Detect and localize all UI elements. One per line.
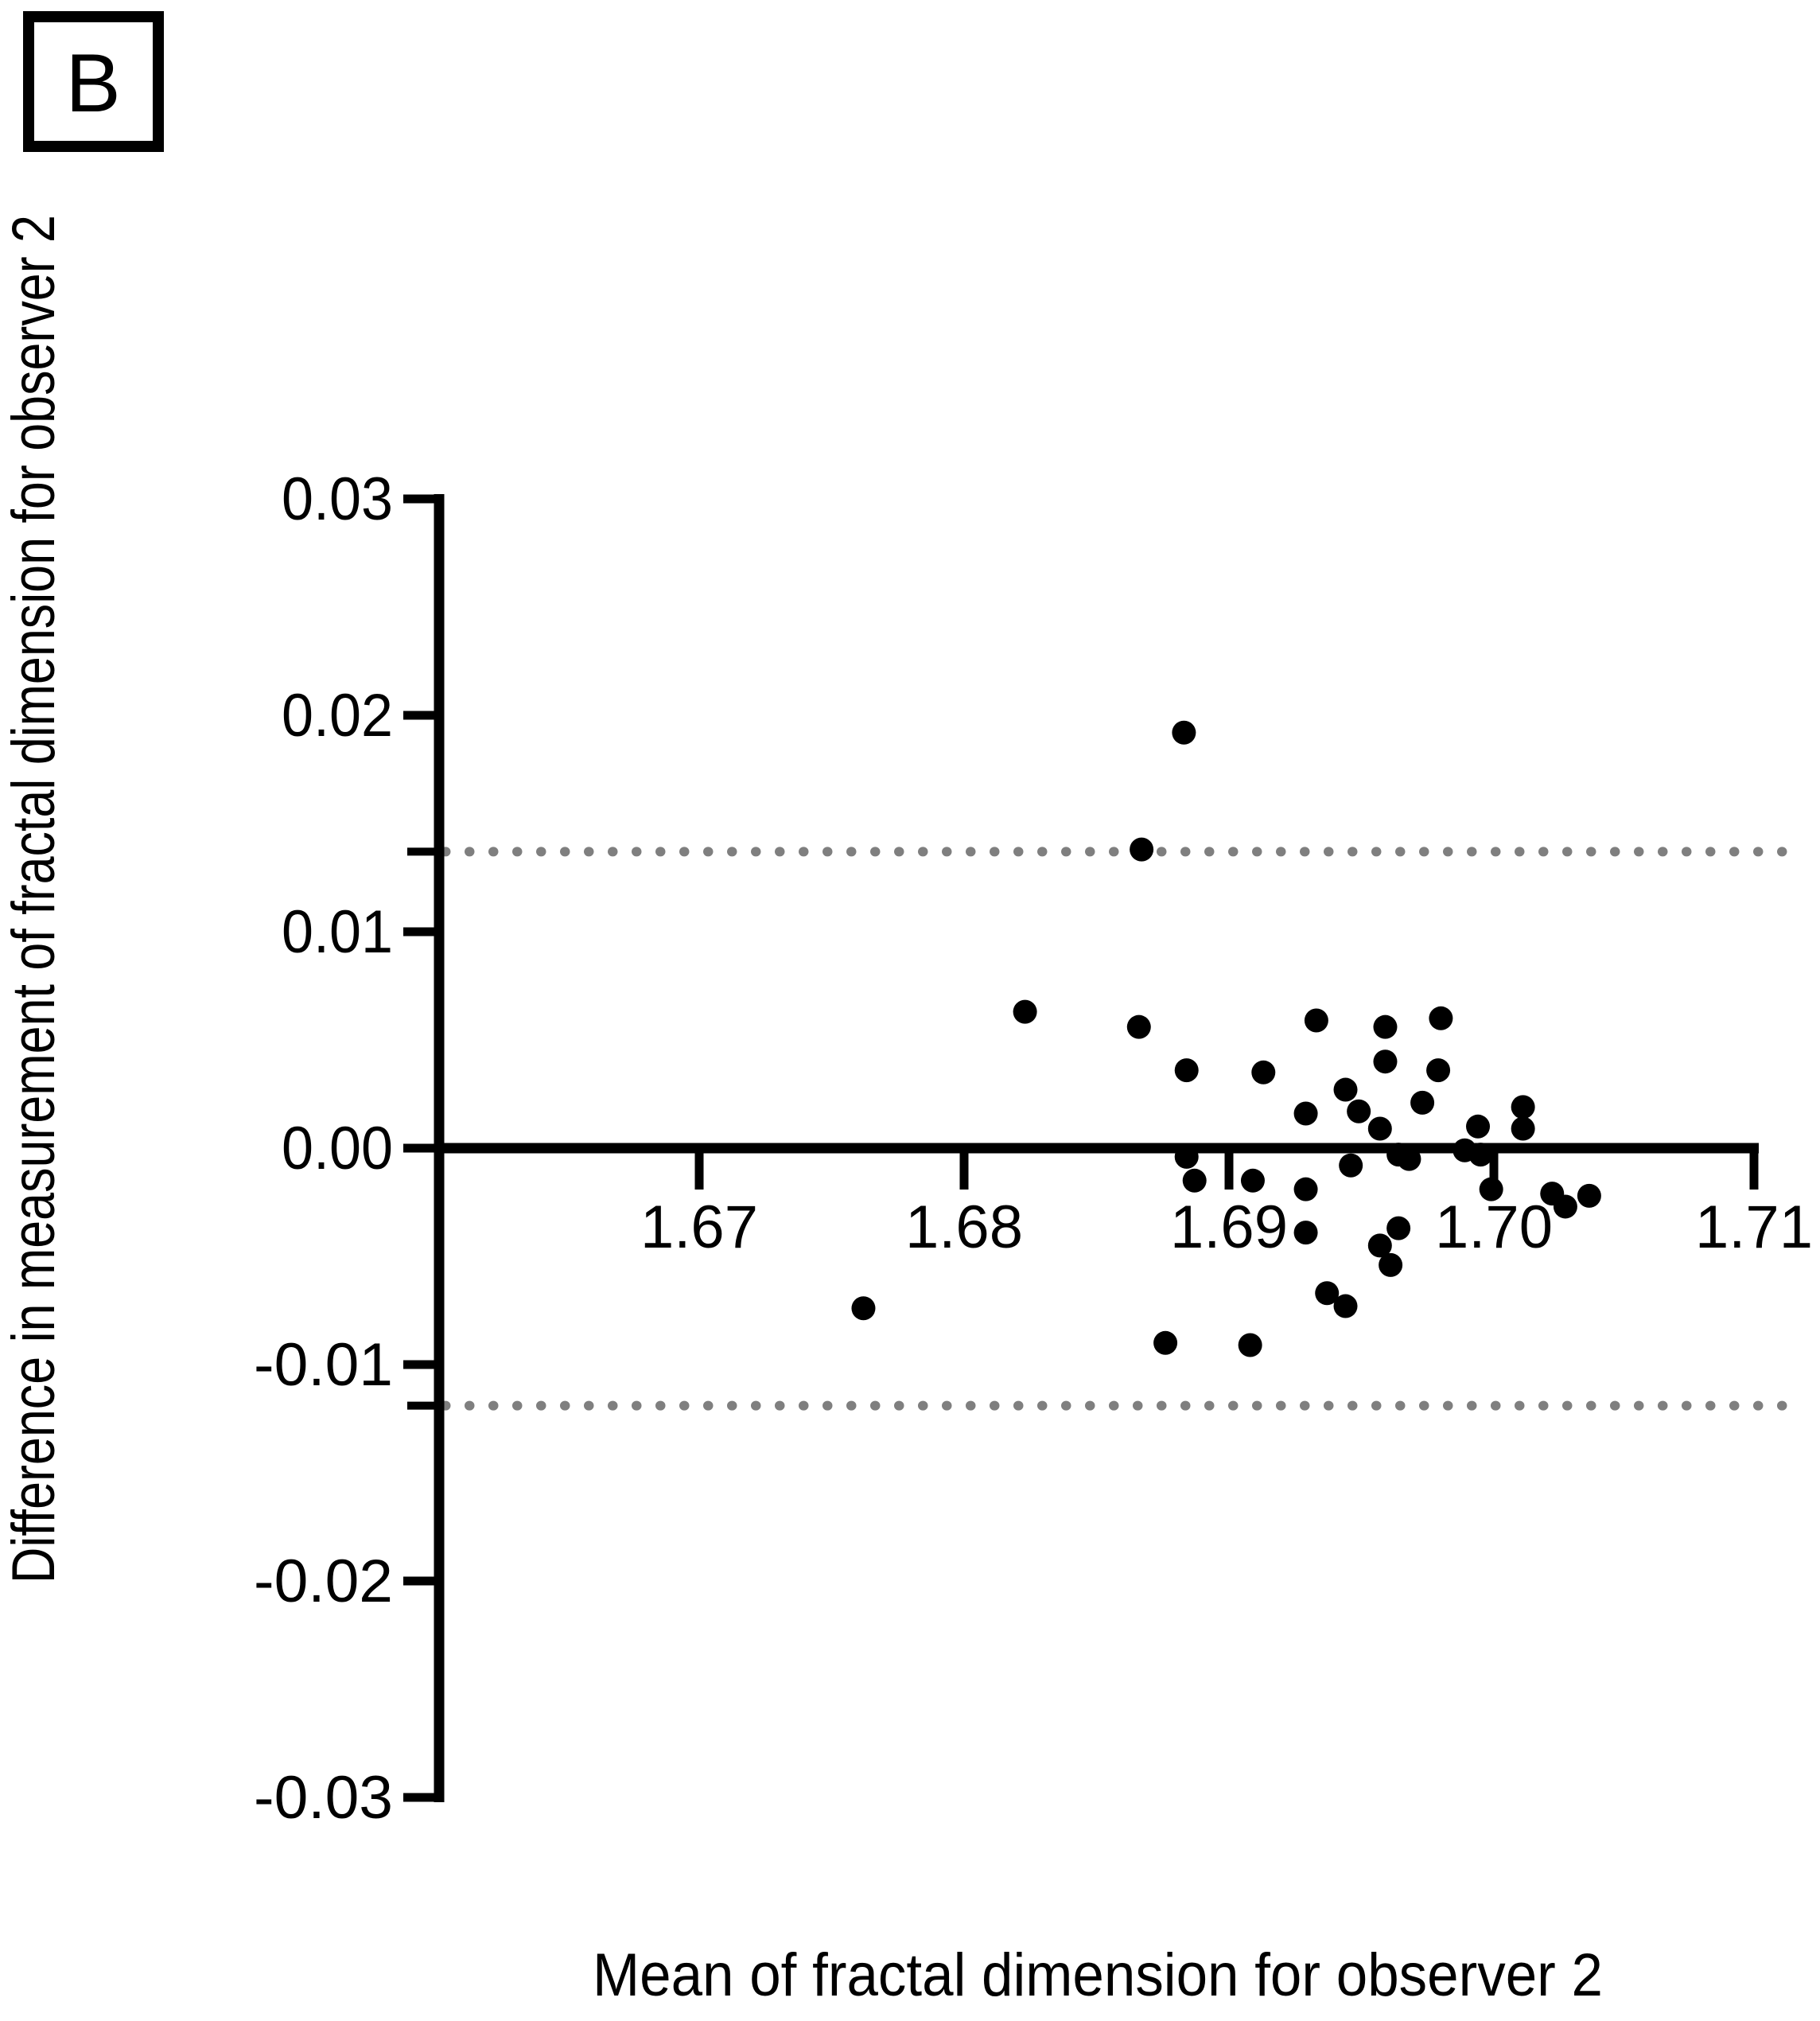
y-axis-title: Difference in measurement of fractal dim… [0,215,68,1583]
data-point [1293,1221,1318,1245]
axes [403,494,1759,1802]
panel-label: B [65,37,120,130]
panel-label-border [23,11,164,152]
y-tick-label: 0.02 [282,682,393,750]
data-point [1511,1095,1535,1120]
y-tick-label: 0.00 [282,1115,393,1182]
data-point [851,1296,876,1321]
data-point [1153,1330,1178,1355]
data-point [1315,1281,1340,1306]
data-point [1468,1143,1493,1167]
data-point [1466,1114,1491,1139]
data-point [1577,1183,1601,1208]
data-point [1333,1294,1358,1318]
data-point [1238,1333,1262,1357]
data-point [1333,1077,1358,1102]
data-point [1367,1116,1392,1141]
data-point [1293,1101,1318,1126]
data-point [1339,1153,1363,1178]
x-axis-title: Mean of fractal dimension for observer 2 [593,1941,1603,2009]
data-point [1426,1058,1451,1083]
y-tick-label: -0.01 [254,1331,393,1399]
data-point [1429,1006,1453,1030]
data-point [1182,1168,1207,1193]
x-tick-label: 1.71 [1695,1194,1813,1261]
y-tick-label: -0.03 [254,1764,393,1832]
data-point [1240,1168,1265,1193]
data-point [1130,837,1154,862]
data-point [1293,1177,1318,1201]
scatter-points [851,720,1601,1357]
data-point [1386,1216,1411,1240]
data-point [1553,1194,1577,1219]
x-tick-label: 1.68 [905,1194,1023,1261]
data-point [1304,1008,1328,1033]
x-tick-label: 1.69 [1170,1194,1288,1261]
data-point [1126,1014,1151,1039]
data-point [1367,1233,1392,1258]
tick-labels: 0.03 0.02 0.01 0.00 -0.01 -0.02 -0.03 1.67 1.68 1… [254,465,1813,1832]
data-point [1174,1144,1199,1169]
data-point [1379,1252,1403,1277]
x-tick-label: 1.70 [1435,1194,1553,1261]
limits-of-agreement-lines [441,847,1809,1411]
data-point [1511,1116,1535,1141]
data-point [1172,720,1196,745]
data-point [1174,1058,1199,1083]
data-point [1479,1177,1503,1201]
data-point [1347,1099,1371,1123]
data-point [1013,999,1037,1024]
panel-label-box: B [23,11,164,152]
x-tick-label: 1.67 [640,1194,758,1261]
y-tick-label: 0.01 [282,898,393,966]
y-tick-label: -0.02 [254,1548,393,1615]
data-point [1251,1060,1276,1084]
data-point [1373,1014,1398,1039]
y-tick-label: 0.03 [282,465,393,533]
data-point [1397,1147,1421,1171]
data-point [1410,1090,1435,1115]
data-point [1373,1049,1398,1074]
